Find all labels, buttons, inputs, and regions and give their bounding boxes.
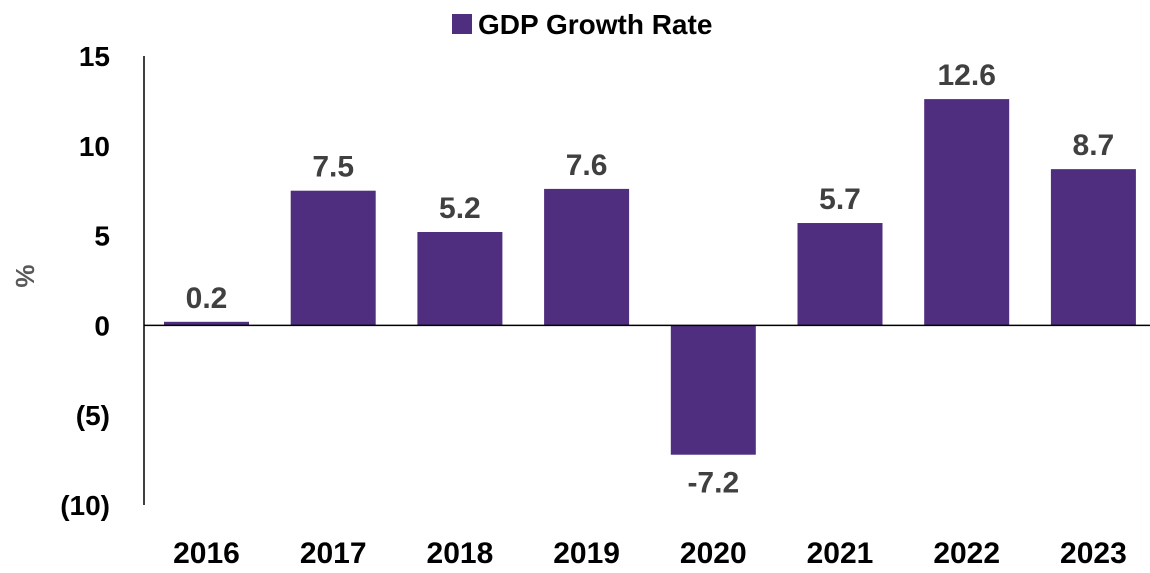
bar xyxy=(1050,169,1136,326)
bar xyxy=(164,321,249,326)
data-label: 5.2 xyxy=(439,192,481,225)
y-tick-label: 0 xyxy=(94,310,110,341)
y-tick-label: 5 xyxy=(94,221,110,252)
bar xyxy=(417,232,503,326)
data-label: 7.6 xyxy=(566,149,608,182)
x-axis-ticks: 2016 2017 2018 2019 2020 2021 2022 2023 xyxy=(173,537,1127,570)
data-label: 7.5 xyxy=(312,151,354,184)
data-label: 8.7 xyxy=(1073,129,1115,162)
data-label: -7.2 xyxy=(687,467,739,500)
bar xyxy=(924,99,1010,326)
y-tick-label: (10) xyxy=(60,490,110,521)
x-tick-label: 2020 xyxy=(680,537,747,570)
bar xyxy=(544,188,630,326)
bar xyxy=(290,190,376,326)
x-tick-label: 2022 xyxy=(933,537,1000,570)
y-tick-label: 10 xyxy=(79,131,110,162)
legend: GDP Growth Rate xyxy=(452,9,712,40)
y-axis-ticks: 15 10 5 0 (5) (10) xyxy=(60,41,110,521)
y-tick-label: (5) xyxy=(76,400,110,431)
data-label: 5.7 xyxy=(819,183,861,216)
x-tick-label: 2021 xyxy=(807,537,874,570)
x-tick-label: 2016 xyxy=(173,537,240,570)
data-labels: 0.2 7.5 5.2 7.6 -7.2 5.7 12.6 8.7 xyxy=(186,59,1115,500)
bar xyxy=(797,223,883,326)
bar xyxy=(670,325,756,455)
legend-label: GDP Growth Rate xyxy=(478,9,712,40)
data-label: 12.6 xyxy=(938,59,996,92)
y-axis-label: % xyxy=(10,264,40,287)
x-tick-label: 2018 xyxy=(427,537,494,570)
bars xyxy=(164,99,1136,455)
data-label: 0.2 xyxy=(186,282,228,315)
x-tick-label: 2017 xyxy=(300,537,367,570)
legend-swatch xyxy=(452,14,472,34)
x-tick-label: 2023 xyxy=(1060,537,1127,570)
x-tick-label: 2019 xyxy=(553,537,620,570)
y-tick-label: 15 xyxy=(79,41,110,72)
